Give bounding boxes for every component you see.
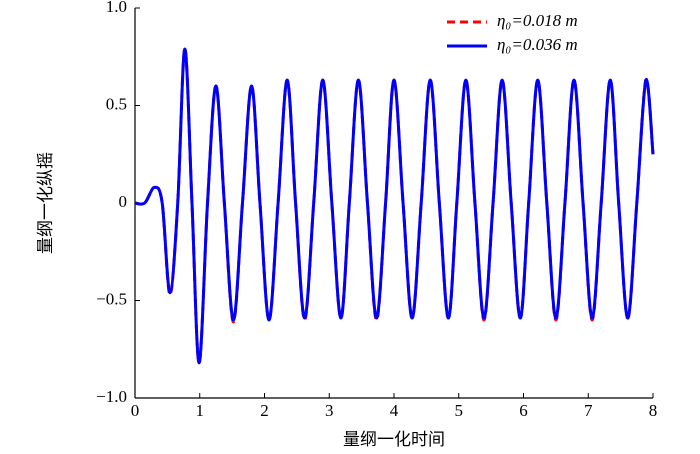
x-tick-label: 8 [649, 401, 658, 420]
legend-label: η₀=0.036 m [497, 35, 578, 54]
x-tick-label: 0 [131, 401, 140, 420]
legend-label: η₀=0.018 m [497, 11, 578, 30]
x-tick-label: 1 [196, 401, 205, 420]
x-tick-label: 7 [584, 401, 593, 420]
x-tick-label: 5 [455, 401, 464, 420]
y-tick-label: −0.5 [96, 289, 127, 308]
x-tick-label: 6 [519, 401, 528, 420]
x-tick-label: 4 [390, 401, 399, 420]
line-series [134, 47, 655, 365]
y-axis-label: 量纲一化纵摇 [36, 152, 56, 254]
x-tick-label: 2 [260, 401, 269, 420]
y-tick-label: −1.0 [96, 387, 127, 406]
y-tick-label: 1.0 [106, 0, 127, 16]
x-tick-label: 3 [325, 401, 334, 420]
y-tick-label: 0 [119, 192, 128, 211]
x-axis-label: 量纲一化时间 [343, 430, 445, 450]
y-tick-label: 0.5 [106, 94, 127, 113]
